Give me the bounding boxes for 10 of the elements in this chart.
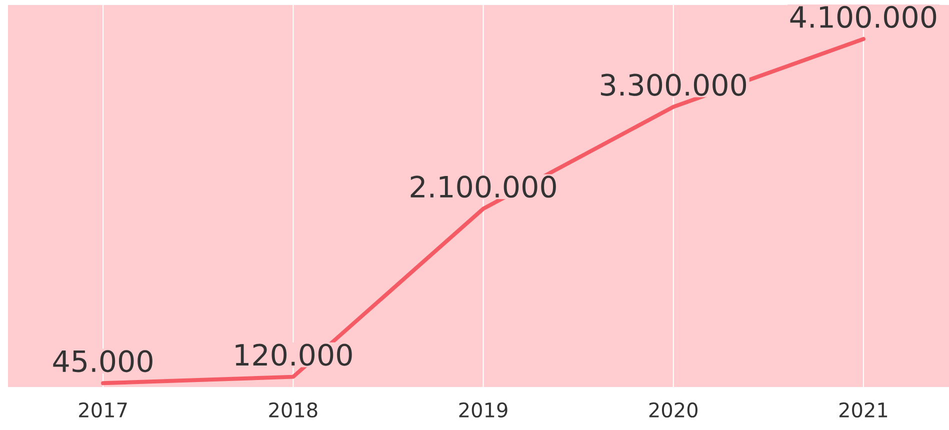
data-label: 45.000 [53, 350, 152, 372]
x-tick-label: 2021 [839, 402, 888, 418]
x-tick-label: 2020 [649, 402, 698, 418]
data-label: 3.300.000 [600, 74, 746, 96]
data-label: 120.000 [236, 344, 352, 366]
x-tick-label: 2018 [269, 402, 318, 418]
x-tick-label: 2019 [459, 402, 508, 418]
x-tick-label: 2017 [79, 402, 127, 418]
data-label: 2.100.000 [410, 176, 556, 198]
data-label: 4.100.000 [790, 6, 936, 28]
